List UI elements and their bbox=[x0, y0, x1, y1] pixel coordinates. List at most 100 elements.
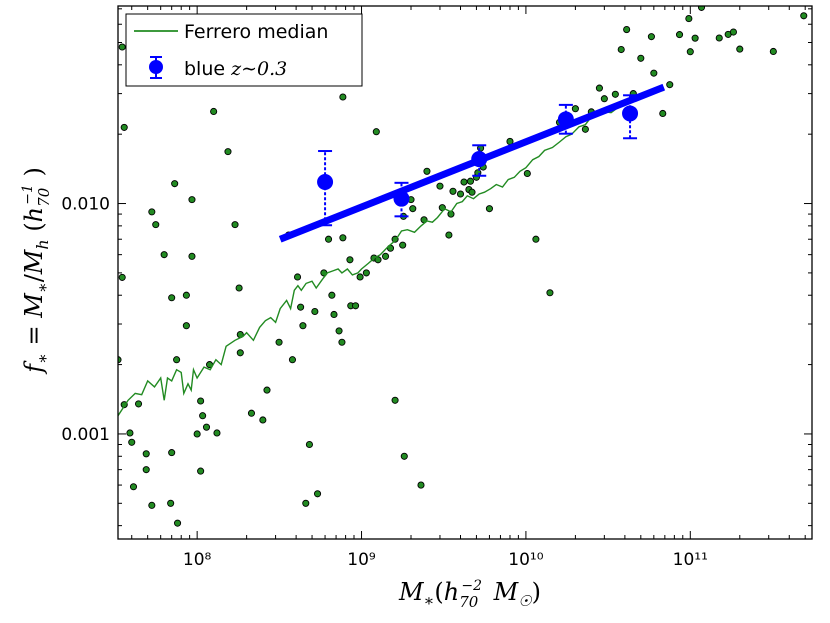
scatter-point bbox=[134, 400, 143, 408]
scatter-point bbox=[142, 450, 150, 458]
scatter-point bbox=[330, 310, 338, 319]
scatter-point bbox=[335, 327, 343, 335]
ferrero-median-line bbox=[118, 89, 664, 417]
scatter-point bbox=[120, 123, 128, 131]
scatter-point bbox=[800, 12, 808, 20]
plot-layers bbox=[118, 6, 808, 557]
scatter-point bbox=[456, 190, 465, 198]
scatter-point bbox=[523, 169, 531, 178]
scatter-point bbox=[352, 302, 360, 310]
scatter-point bbox=[399, 241, 407, 249]
scatter-point bbox=[188, 196, 196, 204]
errorbar-point bbox=[393, 190, 410, 207]
scatter-point bbox=[356, 273, 364, 281]
scatter-point bbox=[623, 26, 631, 34]
scatter-point bbox=[581, 125, 589, 133]
legend: Ferrero median blue z∼0.3 bbox=[125, 13, 363, 87]
scatter-point bbox=[197, 397, 205, 405]
legend-swatch-blue bbox=[149, 56, 163, 79]
scatter-point bbox=[372, 128, 380, 136]
scatter-point bbox=[173, 356, 181, 364]
scatter-point bbox=[650, 69, 658, 77]
scatter-point bbox=[302, 499, 310, 507]
scatter-point bbox=[171, 180, 179, 188]
scatter-point bbox=[600, 95, 608, 103]
scatter-point bbox=[328, 291, 336, 299]
scatter-point bbox=[311, 307, 319, 316]
scatter-point bbox=[391, 396, 399, 404]
scatter-point bbox=[647, 33, 655, 41]
scatter-point bbox=[686, 48, 694, 56]
errorbar-point bbox=[317, 174, 334, 191]
scatter-point bbox=[174, 519, 182, 527]
scatter-point bbox=[128, 438, 136, 446]
scatter-point bbox=[275, 338, 283, 346]
scatter-point bbox=[697, 6, 706, 11]
scatter-point bbox=[436, 182, 444, 190]
scatter-point bbox=[423, 167, 431, 175]
scatter-point bbox=[617, 45, 625, 54]
scatter-point bbox=[236, 349, 244, 357]
scatter-point bbox=[417, 481, 425, 489]
scatter-series-galaxies bbox=[118, 6, 808, 557]
scatter-point bbox=[160, 251, 168, 259]
x-tick-label: 10¹¹ bbox=[673, 550, 708, 570]
errorbar-series-blue bbox=[317, 94, 639, 227]
scatter-point bbox=[152, 221, 160, 229]
scatter-point bbox=[346, 256, 354, 264]
scatter-point bbox=[659, 109, 667, 118]
scatter-point bbox=[247, 409, 256, 417]
scatter-point bbox=[299, 322, 307, 330]
scatter-point bbox=[118, 43, 126, 51]
y-tick-label: 0.001 bbox=[61, 425, 110, 445]
x-tick-label: 10⁸ bbox=[183, 550, 212, 570]
legend-errorbar-point bbox=[149, 60, 163, 74]
scatter-point bbox=[338, 551, 344, 557]
scatter-point bbox=[611, 90, 619, 98]
scatter-point bbox=[118, 273, 126, 281]
scatter-point bbox=[297, 303, 305, 311]
scatter-point bbox=[324, 235, 333, 243]
y-axis-label: f∗ = M∗/Mh (h70−1 ) bbox=[20, 167, 53, 375]
scatter-point bbox=[532, 235, 540, 243]
scatter-point bbox=[637, 54, 645, 62]
scatter-point bbox=[715, 34, 723, 42]
x-tick-label: 10¹⁰ bbox=[508, 550, 543, 570]
errorbar-point bbox=[622, 105, 639, 122]
scatter-point bbox=[168, 294, 176, 302]
scatter-point bbox=[485, 205, 493, 213]
scatter-point bbox=[182, 322, 190, 330]
scatter-point bbox=[259, 416, 267, 424]
scatter-point bbox=[188, 252, 196, 260]
errorbar-point bbox=[471, 151, 488, 168]
scatter-point bbox=[199, 412, 207, 420]
axis-ticks: 10⁸ 10⁹ 10¹⁰ 10¹¹ 0.001 0.010 bbox=[61, 6, 812, 570]
scatter-point bbox=[148, 208, 156, 216]
scatter-point bbox=[339, 93, 347, 101]
scatter-point bbox=[571, 105, 579, 113]
scatter-point bbox=[409, 205, 417, 213]
scatter-point bbox=[148, 501, 156, 509]
scatter-point bbox=[736, 45, 744, 53]
scatter-point bbox=[460, 178, 468, 186]
legend-label-ferrero: Ferrero median bbox=[184, 21, 328, 43]
scatter-point bbox=[142, 466, 150, 474]
scatter-point bbox=[293, 273, 302, 281]
scatter-point bbox=[168, 449, 176, 457]
scatter-point bbox=[193, 430, 201, 438]
scatter-point bbox=[729, 28, 737, 36]
scatter-point bbox=[468, 188, 476, 196]
scatter-point bbox=[546, 289, 554, 297]
scatter-point bbox=[769, 47, 777, 56]
scatter-point bbox=[666, 81, 674, 89]
scatter-point bbox=[197, 467, 205, 475]
scatter-point bbox=[231, 221, 239, 229]
scatter-point bbox=[382, 252, 390, 260]
x-axis-label: M∗(h70−2 M☉) bbox=[398, 578, 541, 611]
scatter-point bbox=[129, 483, 138, 491]
x-tick-label: 10⁹ bbox=[347, 550, 376, 570]
scatter-point bbox=[685, 15, 693, 23]
scatter-point bbox=[400, 452, 408, 460]
scatter-point bbox=[675, 31, 684, 39]
